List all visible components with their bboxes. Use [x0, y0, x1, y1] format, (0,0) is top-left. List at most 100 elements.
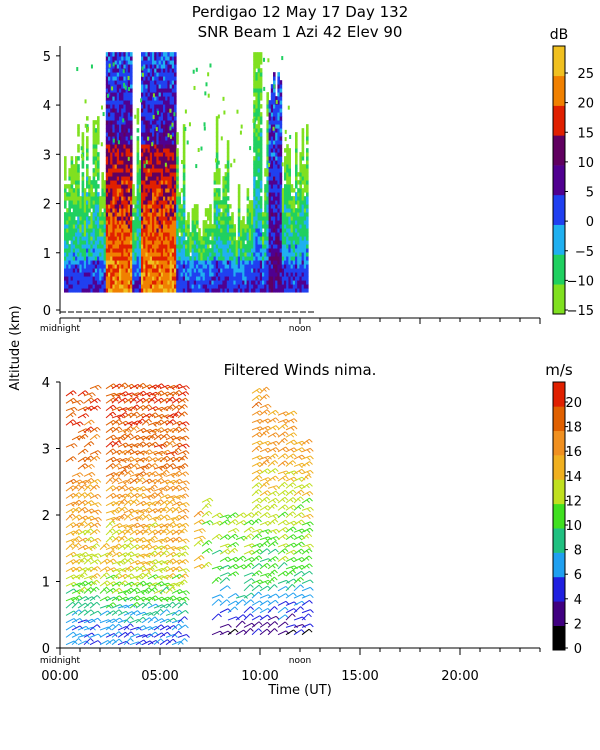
snr-cell [130, 152, 133, 157]
snr-cell [277, 184, 280, 189]
snr-cell [257, 100, 261, 105]
snr-cell [112, 80, 115, 85]
snr-cell [128, 86, 131, 91]
snr-cell [119, 236, 122, 241]
snr-cell [160, 192, 164, 197]
snr-cell [284, 272, 287, 277]
snr-cell [130, 124, 133, 129]
snr-cell [108, 68, 111, 73]
snr-cell [303, 288, 307, 293]
snr-cell [127, 204, 131, 209]
snr-cell [121, 148, 124, 153]
snr-cell [255, 108, 258, 113]
snr-cell [264, 236, 267, 241]
snr-cell [180, 212, 184, 217]
snr-cell [97, 220, 100, 225]
snr-cell [224, 164, 228, 169]
snr-cell [152, 236, 155, 241]
snr-cell [105, 236, 109, 241]
snr-cell [88, 176, 91, 181]
snr-cell [220, 216, 223, 221]
snr-cell [211, 248, 214, 253]
snr-cell [226, 176, 230, 181]
snr-cell [301, 168, 305, 173]
snr-cell [156, 280, 159, 285]
snr-cell [301, 156, 305, 161]
snr-cell [270, 180, 274, 185]
snr-cell [288, 176, 291, 181]
snr-cell [284, 188, 287, 193]
snr-cell [101, 204, 104, 209]
snr-cell [92, 192, 96, 197]
snr-cell [143, 132, 146, 137]
snr-cell [191, 228, 195, 233]
snr-cell [70, 256, 74, 261]
snr-cell [163, 252, 166, 257]
snr-cell [145, 88, 148, 93]
snr-cell [213, 228, 217, 233]
snr-cell [103, 204, 107, 209]
snr-cell [295, 184, 298, 189]
snr-cell [185, 248, 188, 253]
snr-cell [149, 148, 153, 153]
snr-cell [64, 244, 67, 249]
snr-cell [226, 276, 230, 281]
snr-cell [152, 136, 155, 141]
snr-cell [281, 56, 284, 61]
snr-cell [167, 192, 170, 197]
wind-barb-flag [87, 398, 92, 403]
snr-cell [141, 248, 144, 253]
snr-cell [92, 136, 96, 141]
snr-cell [246, 264, 250, 269]
snr-cell [189, 260, 192, 265]
snr-cell [130, 92, 133, 97]
wind-barb-flag [108, 522, 113, 527]
snr-cell [270, 124, 274, 129]
snr-cell [92, 268, 96, 273]
snr-cell [167, 176, 170, 181]
wind-barb-flag [69, 413, 74, 418]
snr-cell [220, 240, 223, 245]
snr-cell [152, 260, 155, 265]
snr-cell [123, 188, 126, 193]
snr-cell [132, 260, 135, 265]
snr-cell [248, 248, 252, 253]
snr-cell [270, 104, 274, 109]
snr-cell [169, 240, 173, 245]
snr-cell [222, 196, 225, 201]
wind-barb-flag [84, 463, 89, 467]
snr-cell [75, 236, 78, 241]
snr-cell [169, 172, 173, 177]
snr-cell [237, 264, 241, 269]
snr-cell [130, 135, 133, 140]
wind-barb [71, 618, 81, 624]
wind-barb-flag [112, 528, 116, 532]
snr-cell [108, 220, 111, 225]
snr-cell [266, 160, 269, 165]
snr-cell [189, 284, 192, 289]
snr-cell [299, 264, 302, 269]
snr-cell [277, 100, 280, 105]
snr-cell [187, 240, 190, 245]
snr-cell [152, 264, 155, 269]
snr-cell [99, 232, 102, 237]
snr-cell [152, 164, 155, 169]
snr-cell [215, 152, 219, 157]
snr-cell [119, 216, 122, 221]
snr-cell [189, 288, 192, 293]
snr-cell [110, 204, 113, 209]
snr-cell [127, 272, 131, 277]
snr-cell [270, 224, 274, 229]
snr-cell [292, 268, 296, 273]
snr-cell [253, 144, 256, 149]
snr-cell [125, 176, 129, 181]
snr-cell [246, 196, 250, 201]
snr-cell [81, 224, 85, 229]
snr-cell [185, 240, 188, 245]
snr-cell [108, 224, 111, 229]
snr-cell [180, 252, 184, 257]
snr-cell [178, 252, 181, 257]
snr-cell [213, 212, 217, 217]
snr-cell [176, 228, 179, 233]
snr-cell [143, 184, 146, 189]
